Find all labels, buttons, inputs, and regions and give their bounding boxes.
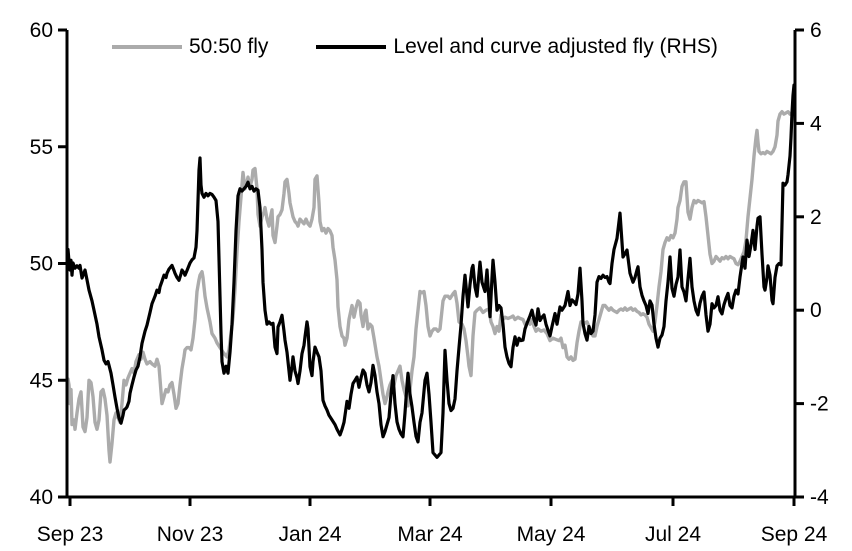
right-axis-tick-label: 2 xyxy=(810,206,822,229)
left-axis-tick-label: 50 xyxy=(30,253,53,276)
legend-label-adjusted-fly: Level and curve adjusted fly (RHS) xyxy=(393,35,718,58)
left-axis-tick-label: 60 xyxy=(30,19,53,42)
right-axis-tick-label: -4 xyxy=(810,486,829,509)
series-5050-fly-line xyxy=(66,109,796,464)
x-axis-tick-label: Nov 23 xyxy=(157,523,224,546)
x-axis-tick-label: Jan 24 xyxy=(278,523,341,546)
x-axis-tick-label: Sep 23 xyxy=(37,523,104,546)
x-axis-tick-label: Mar 24 xyxy=(397,523,463,546)
chart-legend: 50:50 fly Level and curve adjusted fly (… xyxy=(112,35,718,59)
x-axis-tick-label: Jul 24 xyxy=(645,523,701,546)
gray-line-swatch-icon xyxy=(112,45,182,49)
left-axis-tick-label: 55 xyxy=(30,136,53,159)
black-line-swatch-icon xyxy=(316,45,387,49)
x-axis-tick-label: May 24 xyxy=(517,523,586,546)
legend-item-5050-fly: 50:50 fly xyxy=(112,35,268,59)
series-adjusted-fly-line xyxy=(66,83,796,459)
left-axis-tick-label: 40 xyxy=(30,486,53,509)
right-axis-tick-label: 4 xyxy=(810,112,822,135)
x-axis-tick-label: Sep 24 xyxy=(761,523,828,546)
legend-label-5050-fly: 50:50 fly xyxy=(189,35,269,58)
left-axis-tick-label: 45 xyxy=(30,369,53,392)
legend-item-adjusted-fly: Level and curve adjusted fly (RHS) xyxy=(316,35,718,59)
right-axis-tick-label: 6 xyxy=(810,19,822,42)
right-axis-tick-label: 0 xyxy=(810,299,822,322)
right-axis-tick-label: -2 xyxy=(810,393,829,416)
